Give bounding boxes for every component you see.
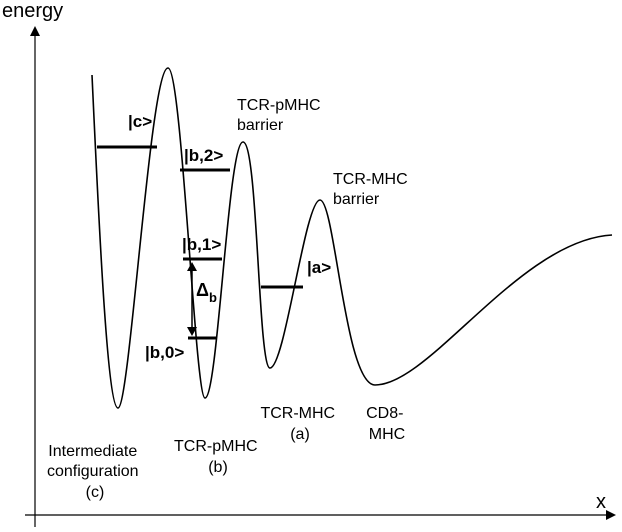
annotation-line: Intermediate: [48, 443, 137, 460]
y-axis-label: energy: [2, 0, 63, 22]
annotation: Intermediate configuration (c): [47, 443, 143, 501]
annotation-line: CD8-: [366, 405, 403, 422]
annotation: TCR-pMHC (b): [174, 438, 262, 476]
state-label: |b,0>: [145, 343, 184, 362]
state-label: |a>: [307, 258, 331, 277]
state-label: |b,2>: [184, 146, 223, 165]
state-label: |b,1>: [182, 235, 221, 254]
gap-symbol: Δ: [196, 280, 209, 300]
x-axis-label: x: [596, 491, 606, 513]
annotation: TCR-MHC (a): [260, 405, 339, 443]
annotation-line: barrier: [237, 117, 284, 134]
gap-label: Δb: [196, 280, 217, 305]
annotation-line: TCR-pMHC: [174, 438, 258, 455]
annotation-line: (c): [86, 484, 105, 501]
annotation: TCR-MHC barrier: [333, 171, 412, 208]
gap-arrow-heads: [187, 262, 197, 336]
annotation-line: (a): [290, 426, 310, 443]
annotation-line: TCR-MHC: [260, 405, 335, 422]
state-label: |c>: [128, 112, 152, 131]
annotation-line: configuration: [47, 463, 139, 480]
gap-subscript: b: [209, 290, 217, 305]
annotation: TCR-pMHC barrier: [237, 97, 325, 134]
annotation-line: TCR-MHC: [333, 171, 408, 188]
annotation-line: MHC: [369, 426, 405, 443]
annotation-line: TCR-pMHC: [237, 97, 321, 114]
annotation-line: (b): [208, 459, 228, 476]
annotation: CD8- MHC: [366, 405, 408, 443]
annotation-line: barrier: [333, 191, 380, 208]
energy-curve: [91, 67, 613, 409]
